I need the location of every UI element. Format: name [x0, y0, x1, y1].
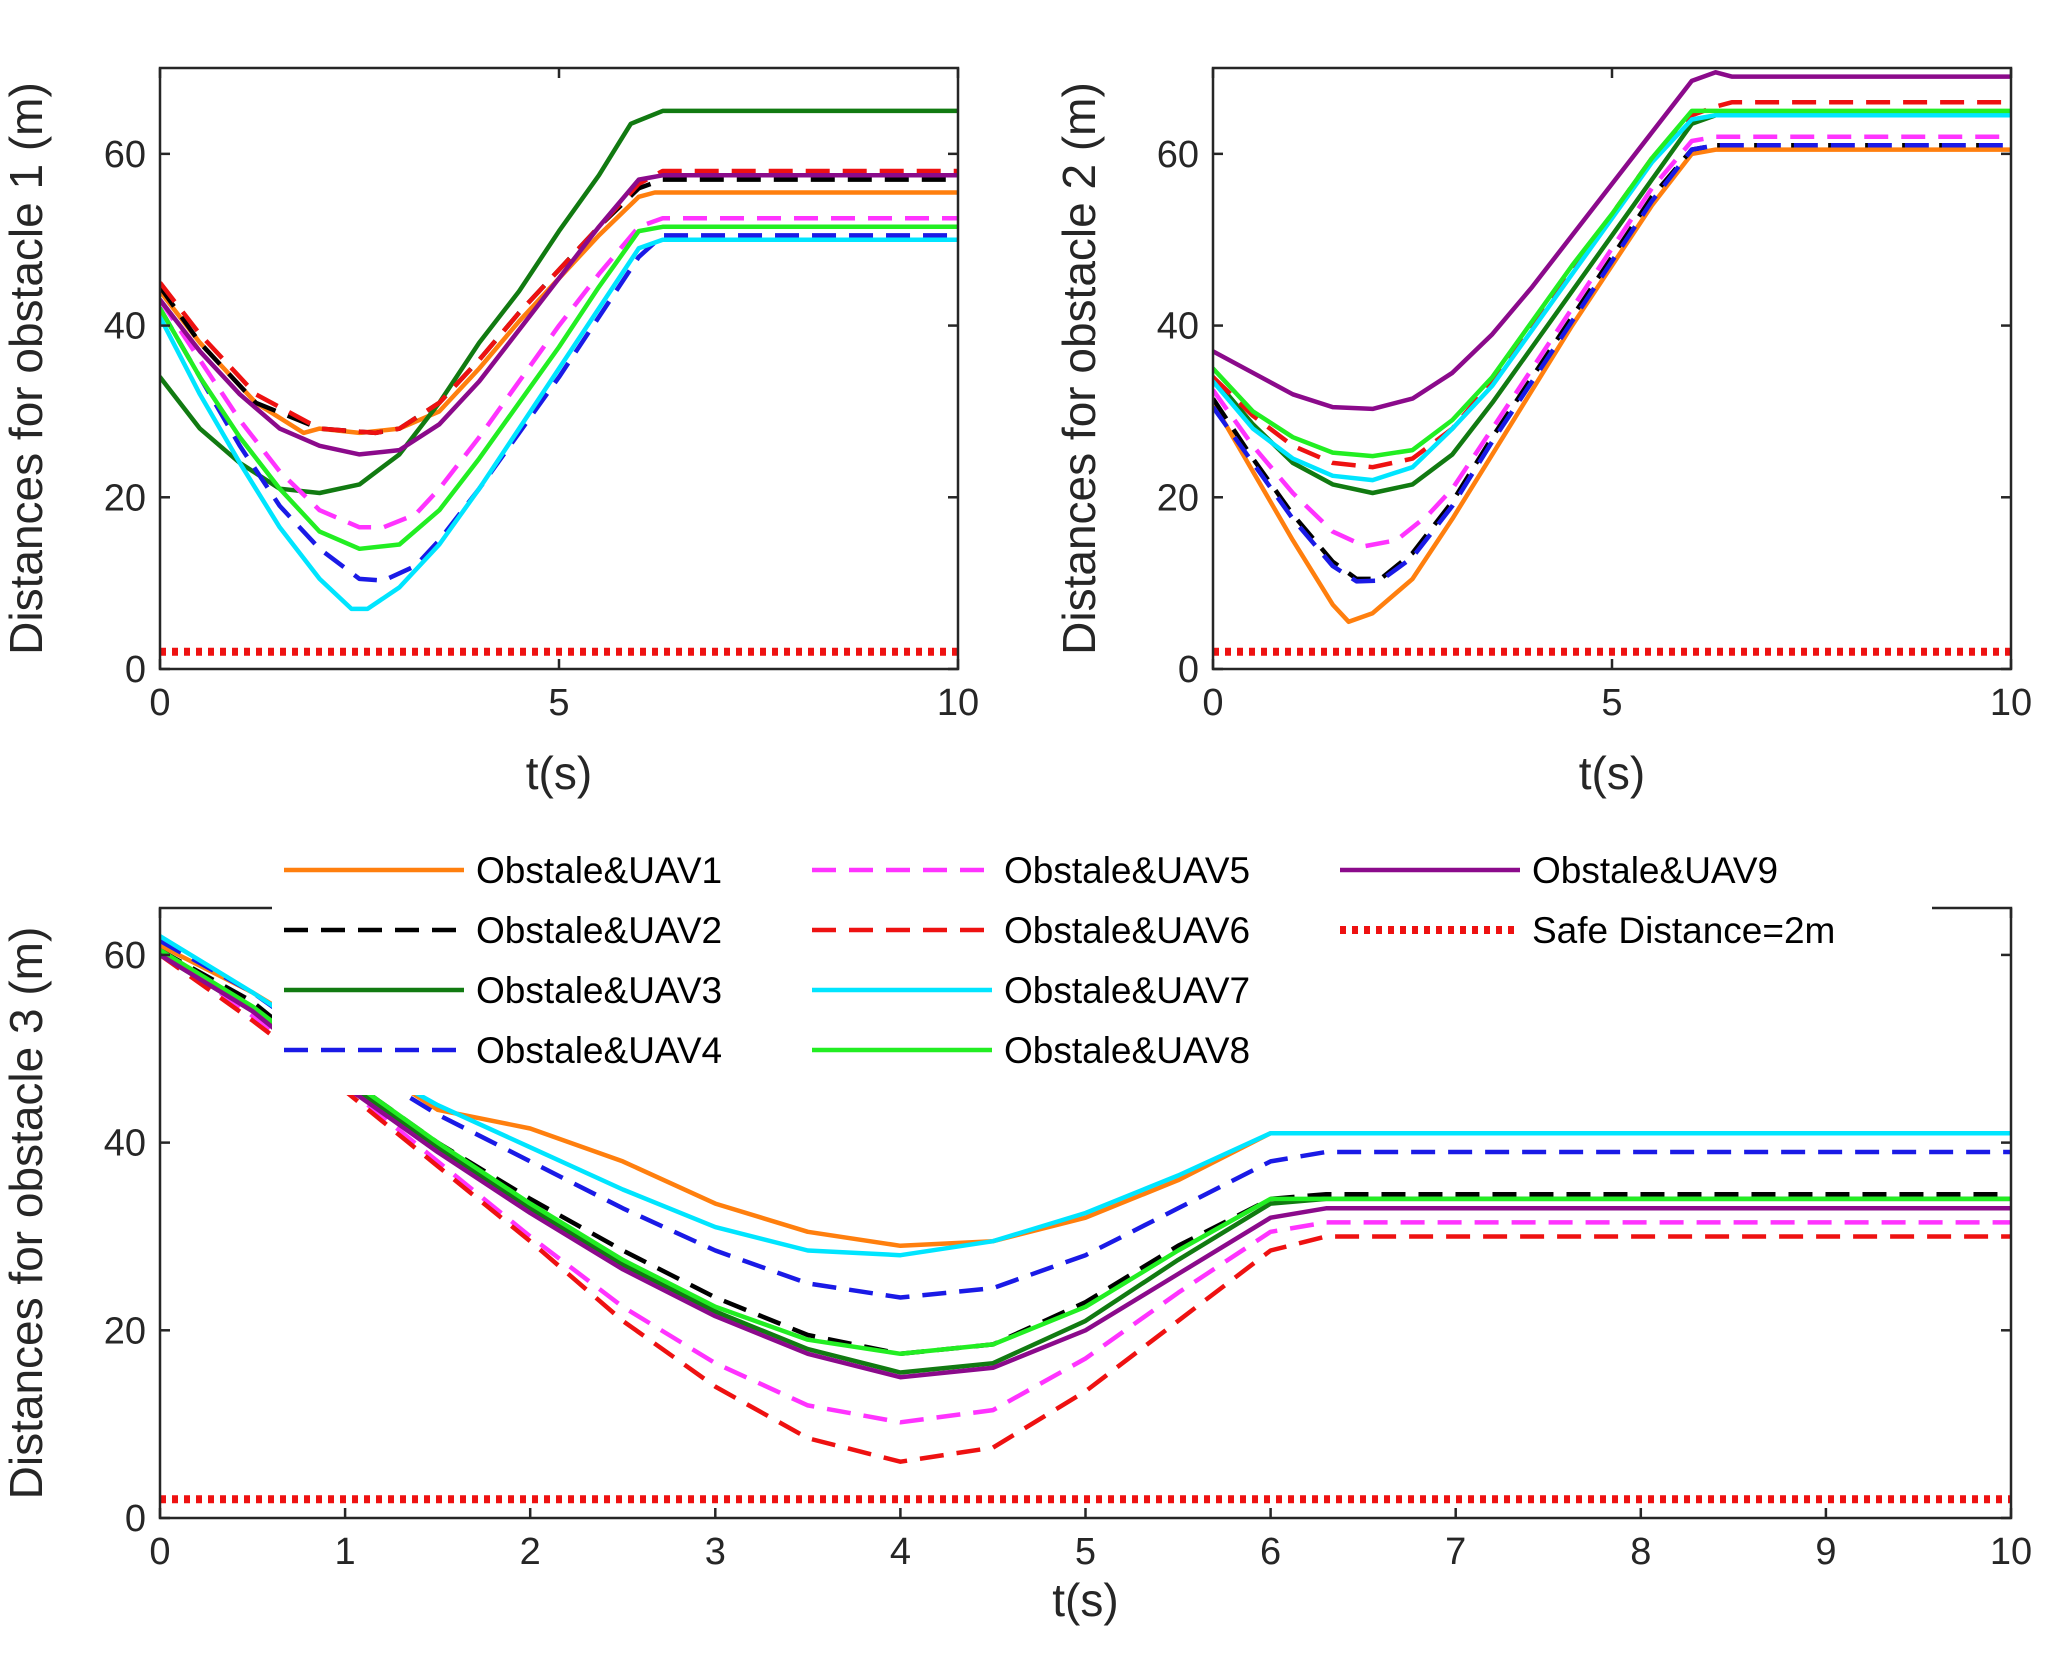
- legend-background: [272, 845, 1932, 1095]
- x-tick-label: 3: [705, 1531, 726, 1573]
- x-tick-label: 10: [1990, 1531, 2032, 1573]
- series-line-obstale-uav5: [160, 216, 958, 530]
- series-line-obstale-uav4: [1213, 143, 2011, 584]
- chart-panel-top-right: 0 5 10 0 20 40 60 t(s) Distances for obstacle 2 …: [1053, 66, 2032, 799]
- series-line-obstale-uav9: [160, 952, 2011, 1380]
- series-line-obstale-uav3: [1213, 112, 2011, 496]
- y-tick-label: 0: [125, 1498, 146, 1540]
- y-tick-label: 60: [104, 134, 146, 176]
- x-tick-label: 5: [1601, 682, 1622, 724]
- y-tick-label: 40: [104, 306, 146, 348]
- y-tick-label: 0: [125, 649, 146, 691]
- x-tick-label: 6: [1260, 1531, 1281, 1573]
- x-tick-label: 0: [149, 1531, 170, 1573]
- x-tick-label: 2: [520, 1531, 541, 1573]
- series-line-obstale-uav5: [1213, 134, 2011, 549]
- legend-item-safe-distance-2m: Safe Distance=2m: [1340, 910, 1835, 951]
- legend: Obstale&UAV1 Obstale&UAV2 Obstale&UAV3 Obst…: [272, 845, 1932, 1095]
- legend-item-obstale-uav9: Obstale&UAV9: [1340, 850, 1778, 891]
- legend-label: Obstale&UAV6: [1004, 910, 1250, 951]
- y-axis-label: Distances for obstacle 2 (m): [1053, 82, 1105, 655]
- legend-item-obstale-uav6: Obstale&UAV6: [812, 910, 1250, 951]
- x-axis-label: t(s): [1052, 1574, 1118, 1626]
- chart-panel-top-left: 0 5 10 0 20 40 60 t(s) Distances for obstacle 1 …: [0, 66, 979, 799]
- legend-label: Obstale&UAV8: [1004, 1030, 1250, 1071]
- x-tick-label: 5: [548, 682, 569, 724]
- legend-item-obstale-uav7: Obstale&UAV7: [812, 970, 1250, 1011]
- series-line-obstale-uav7: [1213, 112, 2011, 483]
- series-line-obstale-uav4: [160, 938, 2011, 1300]
- series-line-obstale-uav8: [160, 224, 958, 552]
- y-tick-label: 60: [104, 935, 146, 977]
- legend-item-obstale-uav3: Obstale&UAV3: [284, 970, 722, 1011]
- x-axis-label: t(s): [526, 747, 592, 799]
- y-tick-label: 40: [1157, 306, 1199, 348]
- y-tick-label: 40: [104, 1123, 146, 1165]
- legend-item-obstale-uav5: Obstale&UAV5: [812, 850, 1250, 891]
- series-line-obstale-uav7: [160, 237, 958, 612]
- legend-label: Obstale&UAV3: [476, 970, 722, 1011]
- series-line-obstale-uav3: [160, 952, 2011, 1375]
- series-line-obstale-uav8: [160, 947, 2011, 1357]
- series-group: [1213, 70, 2011, 656]
- x-tick-label: 10: [1990, 682, 2032, 724]
- x-tick-label: 4: [890, 1531, 911, 1573]
- y-tick-label: 20: [104, 1310, 146, 1352]
- x-tick-label: 8: [1630, 1531, 1651, 1573]
- x-axis-label: t(s): [1579, 747, 1645, 799]
- series-line-obstale-uav6: [160, 953, 2011, 1464]
- y-tick-label: 0: [1178, 649, 1199, 691]
- legend-label: Obstale&UAV7: [1004, 970, 1250, 1011]
- legend-label: Obstale&UAV1: [476, 850, 722, 891]
- series-line-obstale-uav1: [160, 190, 958, 436]
- series-line-obstale-uav8: [1213, 108, 2011, 459]
- series-line-obstale-uav9: [160, 173, 958, 457]
- y-axis-label: Distances for obstacle 3 (m): [0, 927, 52, 1500]
- legend-label: Obstale&UAV4: [476, 1030, 722, 1071]
- legend-label: Safe Distance=2m: [1532, 910, 1835, 951]
- legend-item-obstale-uav2: Obstale&UAV2: [284, 910, 722, 951]
- x-tick-label: 1: [335, 1531, 356, 1573]
- legend-label: Obstale&UAV2: [476, 910, 722, 951]
- y-axis-label: Distances for obstacle 1 (m): [0, 82, 52, 655]
- series-line-obstale-uav1: [1213, 147, 2011, 625]
- chart-panel-bottom: 0 1 2 3 4 5 6 7 8 9 10 0 20 40 60 t(s) Distances for obs…: [0, 906, 2032, 1626]
- x-tick-label: 0: [1202, 682, 1223, 724]
- legend-item-obstale-uav1: Obstale&UAV1: [284, 850, 722, 891]
- x-tick-label: 0: [149, 682, 170, 724]
- y-tick-label: 60: [1157, 134, 1199, 176]
- x-tick-label: 10: [937, 682, 979, 724]
- series-line-obstale-uav4: [160, 233, 958, 583]
- series-group: [160, 108, 958, 656]
- series-line-obstale-uav5: [160, 948, 2011, 1425]
- x-tick-label: 7: [1445, 1531, 1466, 1573]
- x-tick-label: 5: [1075, 1531, 1096, 1573]
- series-line-obstale-uav9: [1213, 70, 2011, 412]
- y-tick-label: 20: [1157, 477, 1199, 519]
- series-line-obstale-uav6: [160, 168, 958, 436]
- y-tick-label: 20: [104, 477, 146, 519]
- legend-label: Obstale&UAV9: [1532, 850, 1778, 891]
- legend-item-obstale-uav8: Obstale&UAV8: [812, 1030, 1250, 1071]
- series-group: [160, 933, 2011, 1504]
- x-tick-label: 9: [1815, 1531, 1836, 1573]
- legend-label: Obstale&UAV5: [1004, 850, 1250, 891]
- legend-item-obstale-uav4: Obstale&UAV4: [284, 1030, 722, 1071]
